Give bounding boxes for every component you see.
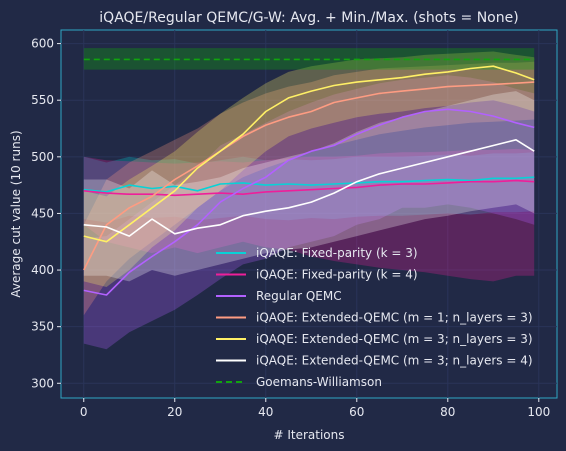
y-tick-label: 450 <box>31 206 54 220</box>
line-series-3 <box>83 81 535 271</box>
x-axis-label: # Iterations <box>273 428 344 442</box>
x-tick-label: 80 <box>440 405 455 419</box>
line-series-2 <box>83 108 535 296</box>
x-tick-label: 0 <box>80 405 88 419</box>
band-series-2 <box>83 75 535 350</box>
x-tick-label: 60 <box>349 405 364 419</box>
x-tick-label: 20 <box>167 405 182 419</box>
line-series-0 <box>83 176 535 193</box>
y-axis-label: Average cut value (10 runs) <box>9 130 23 297</box>
band-series-1 <box>83 148 535 282</box>
y-tick-label: 400 <box>31 263 54 277</box>
band-series-4 <box>83 51 535 287</box>
min-max-bands <box>83 48 535 350</box>
y-tick-label: 350 <box>31 320 54 334</box>
x-tick-labels: 0 20 40 60 80 100 <box>80 398 550 419</box>
y-tick-label: 300 <box>31 376 54 390</box>
legend: iQAQE: Fixed-parity (k = 3) iQAQE: Fixed-… <box>216 246 533 389</box>
legend-entry: iQAQE: Fixed-parity (k = 4) <box>256 268 418 282</box>
mean-lines <box>83 58 535 296</box>
legend-entry: iQAQE: Extended-QEMC (m = 1; n_layers = … <box>256 311 533 325</box>
x-tick-label: 100 <box>527 405 550 419</box>
legend-entry: Goemans-Williamson <box>256 375 382 389</box>
chart-title: iQAQE/Regular QEMC/G-W: Avg. + Min./Max.… <box>99 10 518 26</box>
band-series-3 <box>83 61 535 316</box>
y-tick-labels: 300 350 400 450 500 550 600 <box>31 37 61 390</box>
y-tick-label: 500 <box>31 150 54 164</box>
legend-entry: iQAQE: Extended-QEMC (m = 3; n_layers = … <box>256 332 533 346</box>
y-tick-label: 600 <box>31 37 54 51</box>
line-series-5 <box>83 139 535 237</box>
legend-entry: Regular QEMC <box>256 289 342 303</box>
band-series-5 <box>83 91 535 282</box>
line-series-4 <box>83 65 535 243</box>
legend-entry: iQAQE: Fixed-parity (k = 3) <box>256 246 418 260</box>
x-tick-label: 40 <box>258 405 273 419</box>
legend-entry: iQAQE: Extended-QEMC (m = 3; n_layers = … <box>256 354 533 368</box>
line-series-1 <box>83 179 535 197</box>
y-tick-label: 550 <box>31 93 54 107</box>
